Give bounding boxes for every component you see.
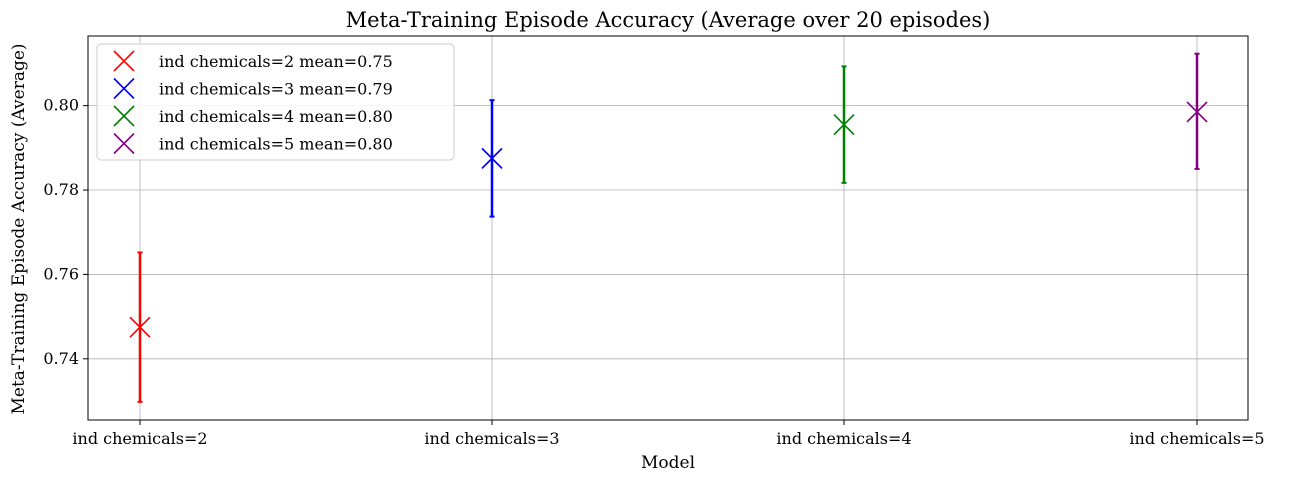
x-marker bbox=[129, 316, 151, 338]
legend-label: ind chemicals=4 mean=0.80 bbox=[159, 107, 393, 126]
y-tick-label: 0.80 bbox=[43, 96, 79, 115]
plot-area bbox=[87, 35, 1249, 421]
legend-label: ind chemicals=5 mean=0.80 bbox=[159, 135, 393, 154]
legend-marker-icon bbox=[113, 50, 135, 72]
chart-title: Meta-Training Episode Accuracy (Average … bbox=[346, 8, 991, 32]
x-marker bbox=[833, 114, 855, 136]
x-tick-label: ind chemicals=2 bbox=[72, 429, 207, 448]
legend-label: ind chemicals=2 mean=0.75 bbox=[159, 52, 393, 71]
data-point-4 bbox=[1186, 52, 1208, 170]
y-tick-label: 0.76 bbox=[43, 264, 79, 283]
x-tick-label: ind chemicals=4 bbox=[776, 429, 911, 448]
x-tick-label: ind chemicals=3 bbox=[424, 429, 559, 448]
legend: ind chemicals=2 mean=0.75 ind chemicals=3… bbox=[96, 43, 455, 161]
x-axis-label: Model bbox=[641, 453, 695, 473]
x-marker bbox=[481, 147, 503, 169]
legend-label: ind chemicals=3 mean=0.79 bbox=[159, 80, 393, 99]
legend-item: ind chemicals=2 mean=0.75 bbox=[113, 50, 393, 72]
y-tick-label: 0.78 bbox=[43, 180, 79, 199]
legend-marker-icon bbox=[113, 132, 135, 155]
data-point-3 bbox=[833, 65, 855, 184]
legend-item: ind chemicals=5 mean=0.80 bbox=[113, 132, 393, 155]
legend-item: ind chemicals=3 mean=0.79 bbox=[113, 77, 393, 100]
legend-item: ind chemicals=4 mean=0.80 bbox=[113, 105, 393, 127]
x-marker bbox=[1186, 101, 1208, 123]
y-tick-label: 0.74 bbox=[43, 349, 79, 368]
legend-box bbox=[96, 43, 455, 161]
data-point-2 bbox=[481, 99, 503, 218]
x-tick-label: ind chemicals=5 bbox=[1129, 429, 1264, 448]
axis-ticks: 0.74 0.76 0.78 0.80 ind chemicals=2 ind chemi… bbox=[43, 96, 1264, 448]
legend-marker-icon bbox=[113, 105, 135, 127]
data-point-1 bbox=[129, 251, 151, 403]
y-axis-label: Meta-Training Episode Accuracy (Average) bbox=[9, 43, 29, 414]
legend-marker-icon bbox=[113, 77, 135, 100]
data-marks bbox=[129, 52, 1208, 403]
